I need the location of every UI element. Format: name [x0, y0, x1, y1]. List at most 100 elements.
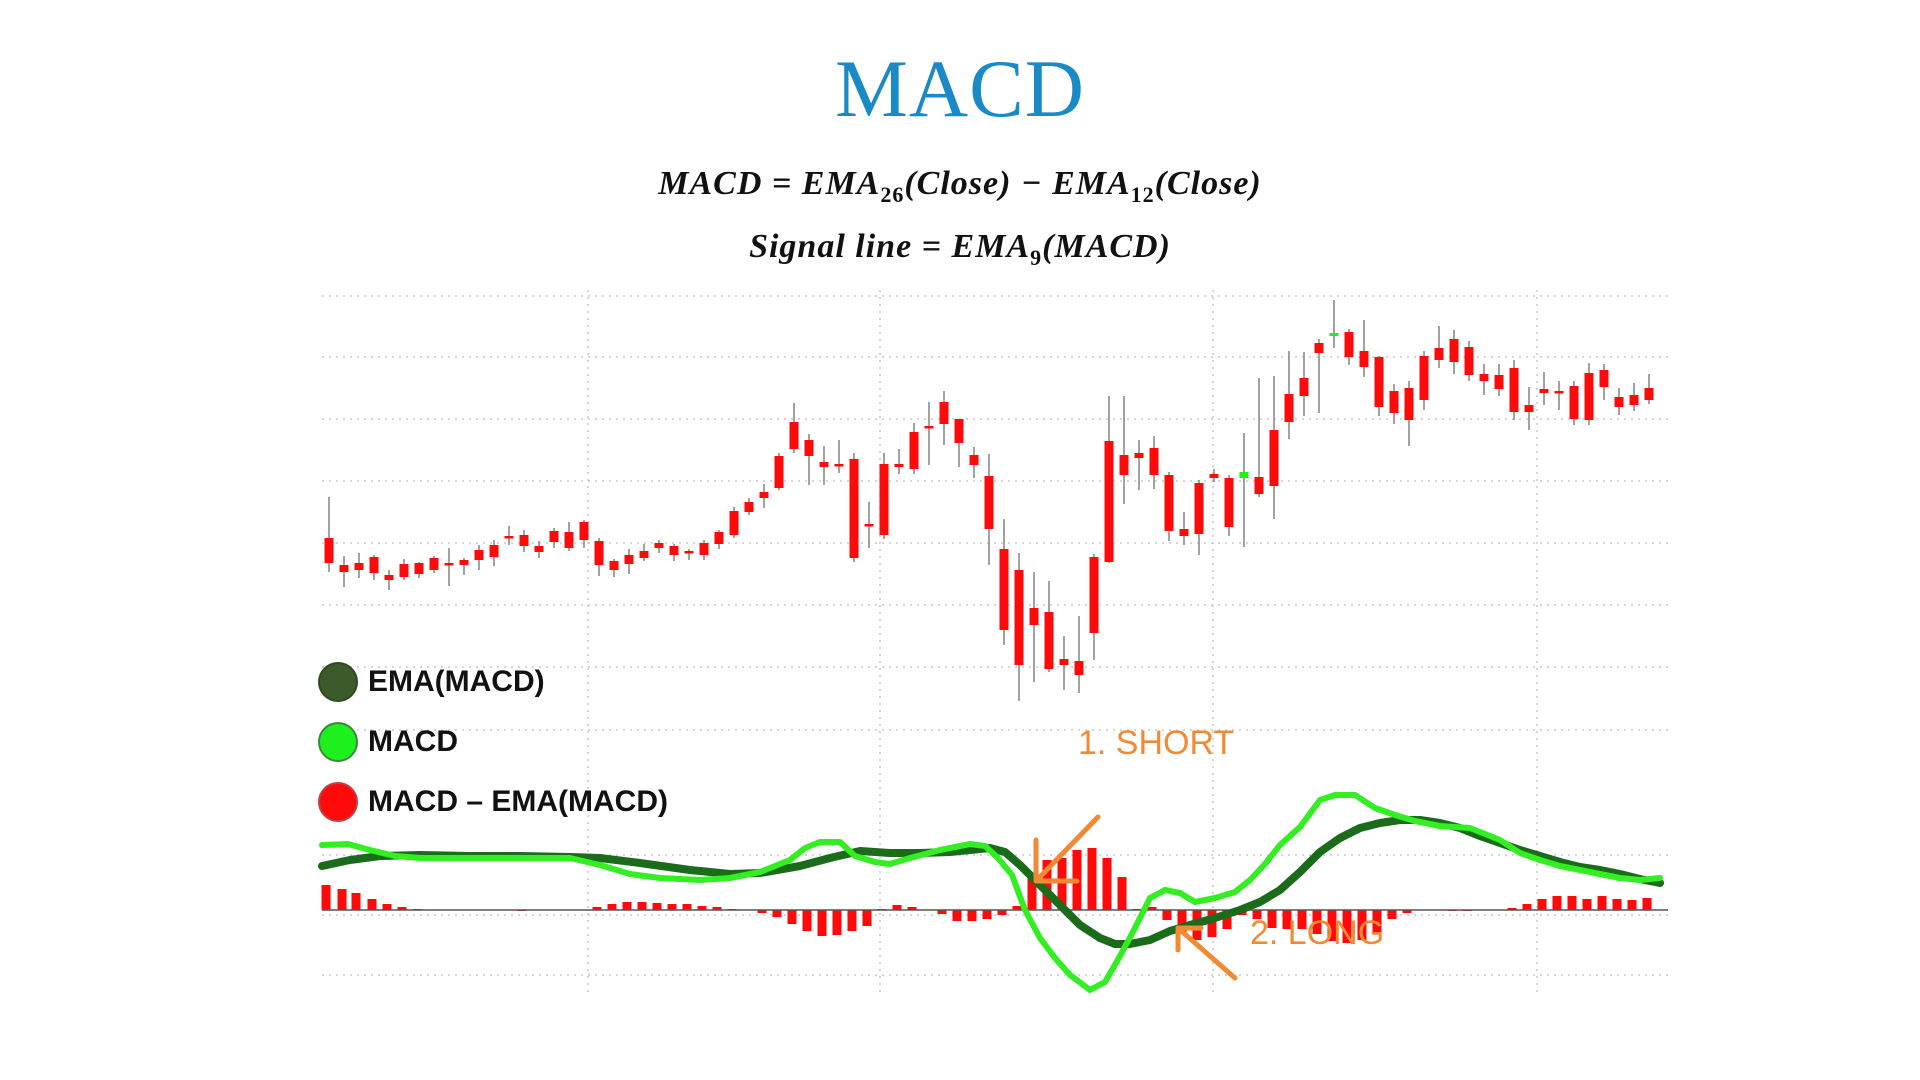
candle: [459, 558, 469, 575]
histogram-bar: [862, 910, 872, 926]
candle: [1374, 356, 1384, 416]
candle: [804, 434, 814, 485]
candle: [894, 449, 904, 474]
candle: [834, 440, 844, 473]
candle: [1224, 475, 1234, 536]
candle: [624, 549, 634, 574]
candle: [654, 540, 664, 553]
candle: [339, 556, 349, 587]
histogram-bar: [652, 903, 662, 910]
formula-equals: =: [912, 228, 952, 265]
candle: [429, 556, 439, 573]
histogram-bar: [1627, 900, 1637, 910]
macd-line: [319, 792, 1663, 993]
formula-term: EMA: [1052, 165, 1131, 202]
candle: [1539, 372, 1549, 405]
histogram-bar: [757, 910, 767, 913]
histogram-bar: [321, 885, 331, 910]
candle: [1284, 351, 1294, 439]
formula-minus: −: [1011, 165, 1053, 202]
histogram-bar: [697, 906, 707, 910]
candle: [579, 520, 589, 548]
legend-label: MACD: [368, 725, 458, 758]
legend-dot-icon: [318, 782, 358, 822]
formula-lhs: Signal line: [749, 228, 913, 265]
histogram-bar: [1117, 877, 1127, 910]
candle: [669, 544, 679, 561]
histogram-bar: [1507, 908, 1517, 910]
candle: [324, 497, 334, 572]
candle: [489, 540, 499, 566]
histogram-bar: [787, 910, 797, 924]
histogram-bar: [1222, 910, 1232, 929]
candle: [1104, 396, 1114, 563]
formula-subscript: 26: [880, 181, 905, 207]
histogram-bar: [1102, 858, 1112, 910]
candle: [1074, 616, 1084, 693]
macd-formula: MACD = EMA26(Close) − EMA12(Close): [0, 165, 1920, 208]
histogram-bar: [1582, 899, 1592, 910]
candle: [1149, 436, 1159, 489]
signal-line-formula: Signal line = EMA9(MACD): [0, 228, 1920, 271]
candle: [714, 530, 724, 549]
candle: [354, 553, 364, 578]
histogram-bar: [1162, 910, 1172, 920]
histogram-bar: [382, 904, 392, 910]
histogram-bar: [967, 910, 977, 921]
candle: [564, 522, 574, 551]
candle: [1299, 352, 1309, 416]
formula-term: EMA: [951, 228, 1031, 265]
histogram-bar: [1537, 899, 1547, 910]
histogram-bar: [1642, 898, 1652, 910]
short-signal-label: 1. SHORT: [1078, 724, 1235, 762]
histogram-bar: [1297, 910, 1307, 929]
candle: [594, 538, 604, 576]
legend-dot-icon: [318, 662, 358, 702]
legend-label: EMA(MACD): [368, 665, 545, 698]
histogram-bar: [802, 910, 812, 931]
candle: [1164, 472, 1174, 541]
candle: [954, 419, 964, 467]
legend: EMA(MACD) MACD MACD – EMA(MACD): [318, 652, 668, 832]
histogram-bar: [351, 893, 361, 910]
formula-term: EMA: [801, 165, 881, 202]
histogram-bar: [907, 907, 917, 910]
histogram-bar: [1312, 910, 1322, 934]
histogram-bar: [367, 899, 377, 910]
histogram-bar: [1327, 910, 1337, 941]
histogram-bar: [952, 910, 962, 921]
formula-lhs: MACD: [658, 165, 763, 202]
histogram-bar: [1387, 910, 1397, 919]
candle: [1044, 581, 1054, 672]
candle: [1524, 387, 1534, 430]
candlestick-series: [324, 300, 1654, 701]
formula-subscript: 9: [1030, 244, 1043, 270]
candle: [549, 528, 559, 548]
candle: [1419, 351, 1429, 410]
histogram-bar: [1402, 910, 1412, 913]
candle: [849, 453, 859, 562]
candle: [924, 402, 934, 465]
legend-dot-icon: [318, 722, 358, 762]
candle: [474, 545, 484, 570]
formula-argument: (Close): [1154, 165, 1262, 202]
candle: [1059, 636, 1069, 690]
candle: [609, 559, 619, 577]
candle: [939, 391, 949, 445]
candle: [1494, 364, 1504, 396]
chart-title: MACD: [834, 43, 1086, 134]
candle: [444, 548, 454, 586]
histogram-bar: [1522, 904, 1532, 910]
candle: [1584, 363, 1594, 425]
histogram-bar: [1267, 910, 1277, 928]
short-arrow-icon: [1033, 814, 1101, 884]
candle: [1434, 326, 1444, 368]
annotation-arrows: [1033, 814, 1238, 981]
candle: [999, 519, 1009, 645]
candle: [729, 507, 739, 538]
candle: [1014, 553, 1024, 701]
candle: [1029, 572, 1039, 682]
candle: [1179, 512, 1189, 545]
candle: [1479, 364, 1489, 395]
candle: [1449, 330, 1459, 374]
